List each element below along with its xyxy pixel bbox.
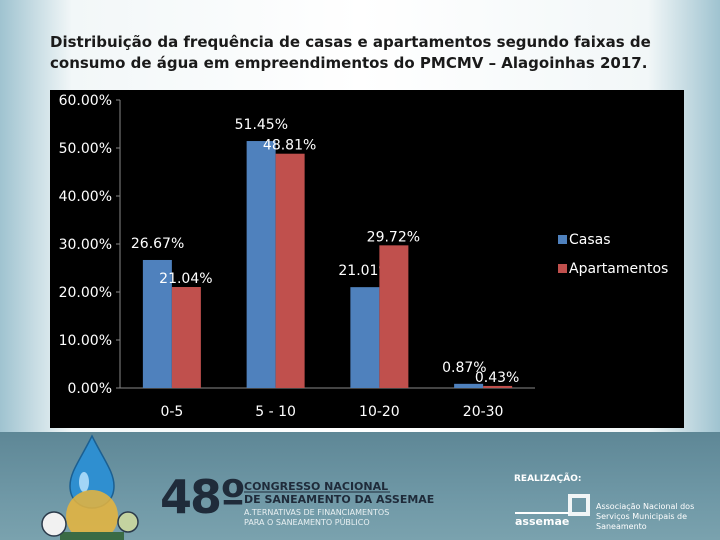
y-tick-label: 20.00% <box>59 285 112 301</box>
bar-casas-1 <box>246 141 276 388</box>
event-subtitle-line1: A.TERNATIVAS DE FINANCIAMENTOS <box>244 508 390 517</box>
assemae-logo-text: assemae <box>515 512 570 528</box>
event-number: 48º <box>160 470 246 524</box>
y-tick-label: 0.00% <box>68 381 112 397</box>
bar-casas-2 <box>350 287 380 388</box>
y-tick-label: 10.00% <box>59 333 112 349</box>
chart-canvas: 0.00% 10.00% 20.00% 30.00% 40.00% 50.00% 60.00… <box>59 93 669 420</box>
legend-swatch-casas <box>558 235 567 244</box>
legend-swatch-apartamentos <box>558 264 567 273</box>
data-label: 29.72% <box>367 229 420 245</box>
y-tick-label: 30.00% <box>59 237 112 253</box>
legend-label-casas: Casas <box>569 232 611 248</box>
bar-apartamentos-2 <box>379 245 409 388</box>
data-label: 0.43% <box>475 370 519 386</box>
bar-casas-0 <box>142 259 172 388</box>
data-label: 26.67% <box>131 236 184 252</box>
bar-chart: 0.00% 10.00% 20.00% 30.00% 40.00% 50.00% 60.00… <box>50 90 684 428</box>
x-tick-label: 0-5 <box>160 404 183 420</box>
legend-label-apartamentos: Apartamentos <box>569 261 668 277</box>
x-tick-label: 20-30 <box>463 404 504 420</box>
bar-casas-3 <box>454 383 484 388</box>
x-tick-label: 10-20 <box>359 404 400 420</box>
y-tick-label: 50.00% <box>59 141 112 157</box>
bar-apartamentos-0 <box>171 287 201 388</box>
event-subtitle-line2: PARA O SANEAMENTO PÚBLICO <box>244 518 370 527</box>
x-tick-label: 5 - 10 <box>255 404 296 420</box>
data-label: 21.04% <box>159 271 212 287</box>
bar-apartamentos-1 <box>275 153 305 388</box>
y-tick-label: 60.00% <box>59 93 112 109</box>
bar-apartamentos-3 <box>483 385 513 388</box>
data-label: 21.01% <box>338 263 391 279</box>
event-name-line1: CONGRESSO NACIONAL <box>244 480 389 493</box>
slide-title: Distribuição da frequência de casas e ap… <box>50 33 651 72</box>
realizacao-label: REALIZAÇÃO: <box>514 474 582 484</box>
data-label: 0.87% <box>442 360 486 376</box>
association-name: Associação Nacional dos Serviços Municip… <box>596 502 695 531</box>
data-label: 48.81% <box>263 138 316 154</box>
water-drop-logo <box>41 434 139 540</box>
footer-banner <box>0 432 720 540</box>
footer-artwork <box>41 434 590 540</box>
y-tick-label: 40.00% <box>59 189 112 205</box>
assemae-logo-mark <box>568 494 590 516</box>
event-name-line2: DE SANEAMENTO DA ASSEMAE <box>244 493 435 506</box>
data-label: 51.45% <box>235 117 288 133</box>
